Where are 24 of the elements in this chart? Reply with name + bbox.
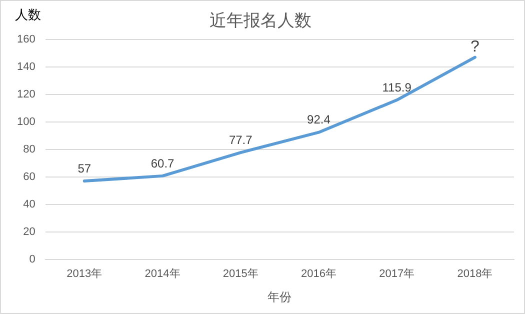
y-tick-label: 160 <box>16 33 36 46</box>
x-tick-label: 2015年 <box>222 268 258 280</box>
y-tick-label: 60 <box>23 170 36 183</box>
data-label: 57 <box>78 161 92 176</box>
y-axis-title: 人数 <box>15 7 41 22</box>
y-tick-label: 100 <box>16 116 36 128</box>
x-tick-label: 2014年 <box>144 268 180 280</box>
x-tick-label: 2018年 <box>457 268 493 280</box>
y-tick-label: 120 <box>16 88 36 100</box>
data-label: 60.7 <box>150 156 175 170</box>
data-label: 92.4 <box>307 112 331 127</box>
x-tick-label: 2016年 <box>300 268 336 280</box>
data-label: ? <box>470 38 480 56</box>
y-tick-label: 20 <box>23 226 36 238</box>
y-tick-label: 40 <box>23 198 36 210</box>
chart-title: 近年报名人数 <box>210 10 312 30</box>
x-tick-label: 2017年 <box>379 268 415 280</box>
x-axis-title: 年份 <box>268 290 292 304</box>
y-tick-label: 140 <box>16 60 36 73</box>
x-tick-label: 2013年 <box>66 268 102 280</box>
data-label: 77.7 <box>228 132 253 147</box>
data-label: 115.9 <box>382 80 412 94</box>
y-tick-label: 80 <box>23 143 36 156</box>
y-tick-label: 0 <box>29 253 36 266</box>
